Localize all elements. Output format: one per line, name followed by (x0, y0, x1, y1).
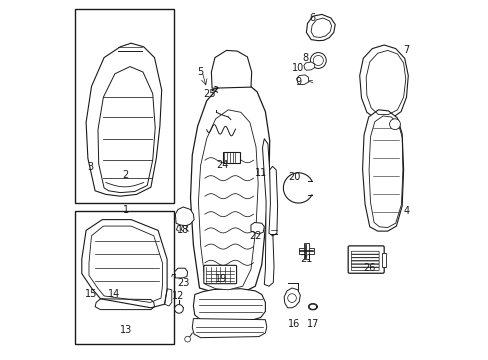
Polygon shape (296, 75, 308, 85)
Text: 11: 11 (254, 168, 266, 178)
Text: 2: 2 (122, 170, 128, 180)
Text: 9: 9 (295, 77, 301, 87)
Polygon shape (359, 45, 407, 120)
Text: 25: 25 (203, 89, 215, 99)
Circle shape (184, 336, 190, 342)
Bar (303, 243, 309, 259)
Text: 5: 5 (197, 67, 203, 77)
Text: 15: 15 (85, 289, 98, 300)
Polygon shape (284, 288, 300, 308)
Text: 18: 18 (177, 225, 189, 235)
Bar (381, 253, 386, 267)
FancyBboxPatch shape (203, 265, 236, 284)
Text: 19: 19 (215, 274, 227, 284)
Polygon shape (198, 110, 258, 290)
Polygon shape (192, 319, 266, 338)
Circle shape (174, 305, 183, 313)
Text: 13: 13 (120, 325, 132, 336)
Polygon shape (362, 110, 403, 231)
Text: 14: 14 (108, 289, 120, 300)
Text: 10: 10 (292, 63, 304, 73)
Text: 24: 24 (216, 160, 228, 170)
Polygon shape (174, 268, 187, 278)
Polygon shape (175, 207, 194, 226)
Text: 17: 17 (307, 319, 319, 329)
Text: 1: 1 (122, 204, 128, 215)
FancyBboxPatch shape (347, 246, 384, 273)
Text: 23: 23 (177, 278, 189, 288)
Circle shape (310, 53, 325, 68)
Polygon shape (193, 289, 265, 322)
Text: 22: 22 (248, 231, 261, 241)
Polygon shape (303, 62, 314, 70)
Polygon shape (268, 166, 277, 236)
Polygon shape (190, 81, 269, 294)
Bar (75, 211, 174, 344)
Polygon shape (306, 14, 335, 41)
Text: 20: 20 (287, 172, 300, 182)
Circle shape (313, 55, 323, 66)
Text: 8: 8 (302, 53, 308, 63)
Text: 3: 3 (87, 162, 93, 172)
Bar (298, 248, 314, 254)
Text: 6: 6 (309, 13, 315, 23)
Polygon shape (211, 50, 251, 88)
Polygon shape (262, 139, 273, 286)
Text: 12: 12 (171, 291, 183, 301)
Bar (223, 152, 240, 163)
Bar (75, 9, 174, 203)
Text: 16: 16 (287, 319, 300, 329)
Circle shape (287, 294, 296, 302)
Text: 21: 21 (300, 254, 312, 264)
Circle shape (389, 119, 400, 130)
Text: 7: 7 (403, 45, 409, 55)
Polygon shape (250, 222, 264, 234)
Text: 4: 4 (403, 206, 409, 216)
Text: 26: 26 (363, 263, 375, 273)
